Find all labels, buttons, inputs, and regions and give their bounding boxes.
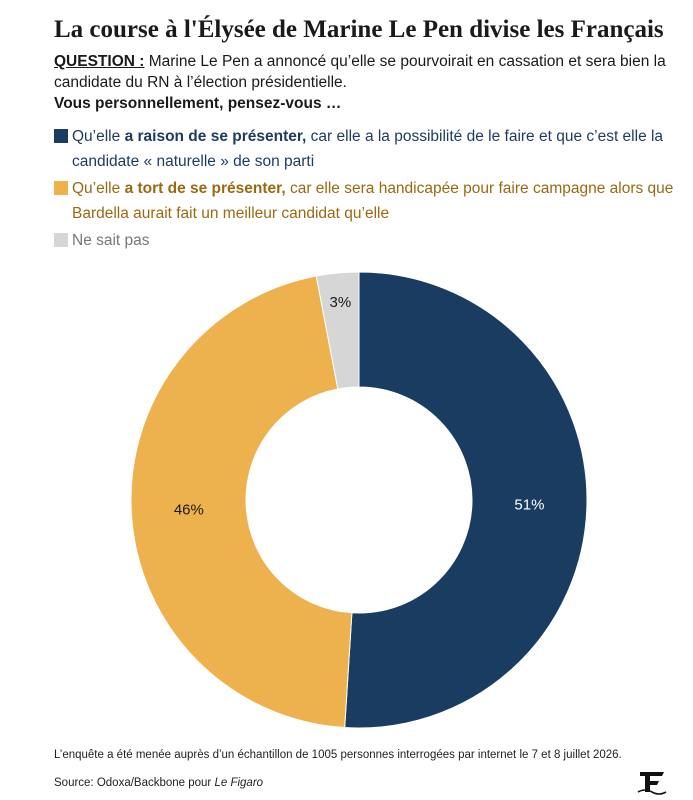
legend-item-ne-sait-pas: Ne sait pas [54, 228, 674, 253]
legend-swatch-ne-sait-pas [54, 233, 68, 247]
legend-item-raison: Qu’elle a raison de se présenter, car el… [54, 124, 674, 174]
legend-bold: a tort de se présenter, [124, 180, 286, 197]
slice-label-tort: 46% [174, 502, 204, 519]
chart-title: La course à l'Élysée de Marine Le Pen di… [54, 16, 664, 43]
legend-bold: a raison de se présenter, [124, 128, 307, 145]
legend-prefix: Ne sait pas [72, 232, 150, 249]
legend-swatch-tort [54, 181, 68, 195]
slice-label-ne-sait-pas: 3% [330, 294, 352, 311]
prompt-text: Vous personnellement, pensez-vous … [54, 95, 342, 112]
question-body: Marine Le Pen a annoncé qu’elle se pourv… [54, 53, 666, 91]
source-line: Source: Odoxa/Backbone pour Le Figaro [54, 776, 454, 791]
source-publication: Le Figaro [214, 777, 264, 789]
legend: Qu’elle a raison de se présenter, car el… [54, 124, 674, 253]
question-label: QUESTION : [54, 53, 145, 70]
legend-swatch-raison [54, 129, 68, 143]
legend-rest: car elle a la possibilité de le faire et… [72, 128, 664, 170]
question-text: QUESTION : Marine Le Pen a annoncé qu’el… [54, 51, 669, 93]
donut-chart-svg: 51% 46% 3% [130, 271, 588, 729]
legend-prefix: Qu’elle [72, 128, 125, 145]
slice-raison [344, 271, 588, 729]
footnote: L’enquête a été menée auprès d’un échant… [54, 749, 622, 761]
slice-ne-sait-pas [315, 271, 360, 390]
source-prefix: Source: Odoxa/Backbone pour [54, 777, 215, 789]
slice-label-raison: 51% [514, 496, 544, 513]
donut-chart: 51% 46% 3% [0, 255, 693, 745]
slice-tort [130, 275, 353, 729]
legend-prefix: Qu’elle [72, 180, 125, 197]
legend-rest: car elle sera handicapée pour faire camp… [72, 180, 674, 222]
legend-item-tort: Qu’elle a tort de se présenter, car elle… [54, 176, 674, 226]
le-figaro-logo-icon [637, 772, 667, 795]
